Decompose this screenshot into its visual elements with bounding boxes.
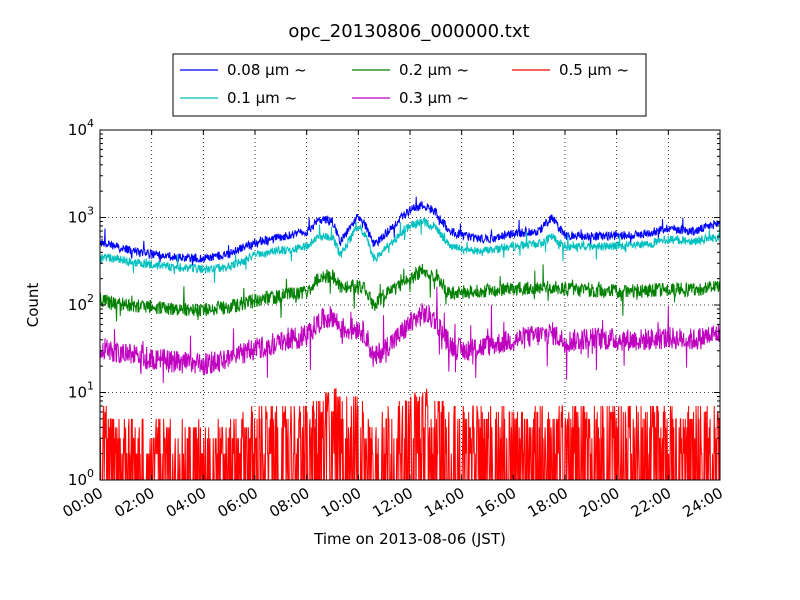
x-tick-label: 22:00 (628, 484, 674, 521)
legend-label: 0.3 μm ~ (399, 89, 469, 107)
series-line (99, 216, 721, 284)
series-line (99, 264, 721, 322)
legend-box (172, 53, 647, 117)
x-tick-label: 02:00 (111, 484, 157, 521)
x-tick-label: 00:00 (60, 484, 106, 521)
legend-label: 0.08 μm ~ (227, 61, 307, 79)
legend-label: 0.5 μm ~ (559, 61, 629, 79)
x-tick-label: 16:00 (473, 484, 519, 521)
x-tick-label: 24:00 (680, 484, 726, 521)
legend: 0.08 μm ~ 0.1 μm ~ 0.2 μm ~ 0.3 μm ~ 0.5 μm … (172, 53, 647, 117)
x-tick-label: 18:00 (525, 484, 571, 521)
series-line (99, 286, 721, 383)
chart-title: opc_20130806_000000.txt (288, 21, 529, 42)
y-tick-label: 103 (68, 205, 94, 227)
x-tick-label: 04:00 (163, 484, 209, 521)
legend-label: 0.2 μm ~ (399, 61, 469, 79)
x-tick-label: 20:00 (576, 484, 622, 521)
grid (100, 130, 720, 480)
x-tick-label: 06:00 (215, 484, 261, 521)
y-axis-title: Count (24, 283, 42, 328)
x-tick-label: 14:00 (421, 484, 467, 521)
x-axis-title: Time on 2013-08-06 (JST) (313, 530, 506, 548)
y-tick-label: 101 (68, 380, 94, 402)
y-tick-label: 104 (68, 117, 94, 139)
series-line (99, 196, 721, 266)
x-tick-label: 10:00 (318, 484, 364, 521)
x-tick-label: 08:00 (266, 484, 312, 521)
y-tick-label: 100 (68, 467, 94, 489)
legend-label: 0.1 μm ~ (227, 89, 297, 107)
y-tick-label: 102 (68, 292, 94, 314)
x-tick-label: 12:00 (370, 484, 416, 521)
